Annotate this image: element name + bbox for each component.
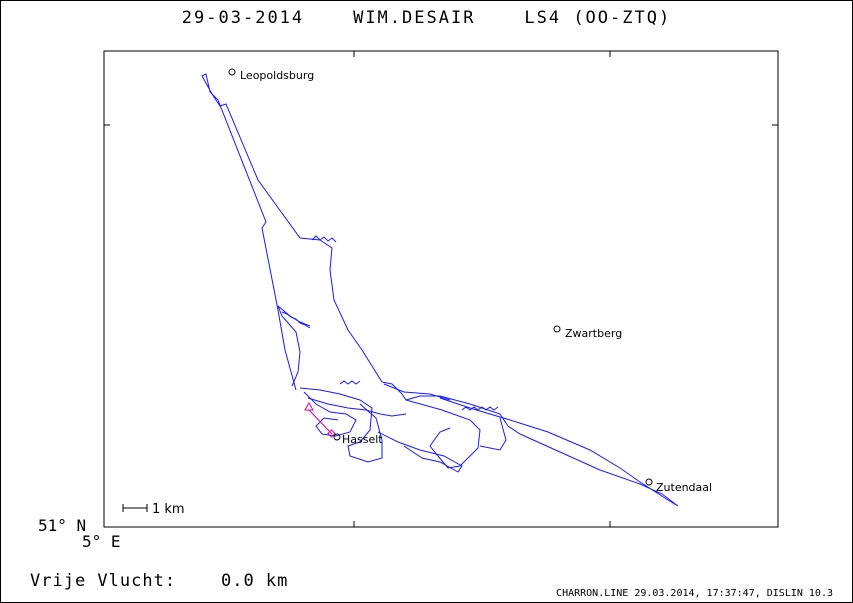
page-title: 29-03-2014 WIM.DESAIR LS4 (OO-ZTQ) <box>181 8 672 28</box>
zutendaal-marker <box>645 478 653 486</box>
axis-ticks <box>104 51 778 527</box>
credits-label: CHARRON.LINE 29.03.2014, 17:37:47, DISLI… <box>556 588 833 599</box>
corner-latitude: 51° N <box>38 516 87 535</box>
task-leg <box>304 401 336 438</box>
flight-track <box>201 73 679 507</box>
place-label-leopoldsburg: Leopoldsburg <box>240 69 314 82</box>
place-label-zwartberg: Zwartberg <box>565 327 622 340</box>
scale-bar <box>122 504 148 512</box>
zwartberg-marker <box>553 325 561 333</box>
place-label-zutendaal: Zutendaal <box>656 481 712 494</box>
leopoldsburg-marker <box>228 68 236 76</box>
places <box>228 68 653 486</box>
hasselt-marker <box>333 433 341 441</box>
place-label-hasselt: Hasselt <box>342 433 383 446</box>
scale-label: 1 km <box>152 502 185 517</box>
corner-longitude: 5° E <box>82 532 121 551</box>
distance-label: Vrije Vlucht: 0.0 km <box>30 571 289 591</box>
map-border <box>103 50 779 528</box>
